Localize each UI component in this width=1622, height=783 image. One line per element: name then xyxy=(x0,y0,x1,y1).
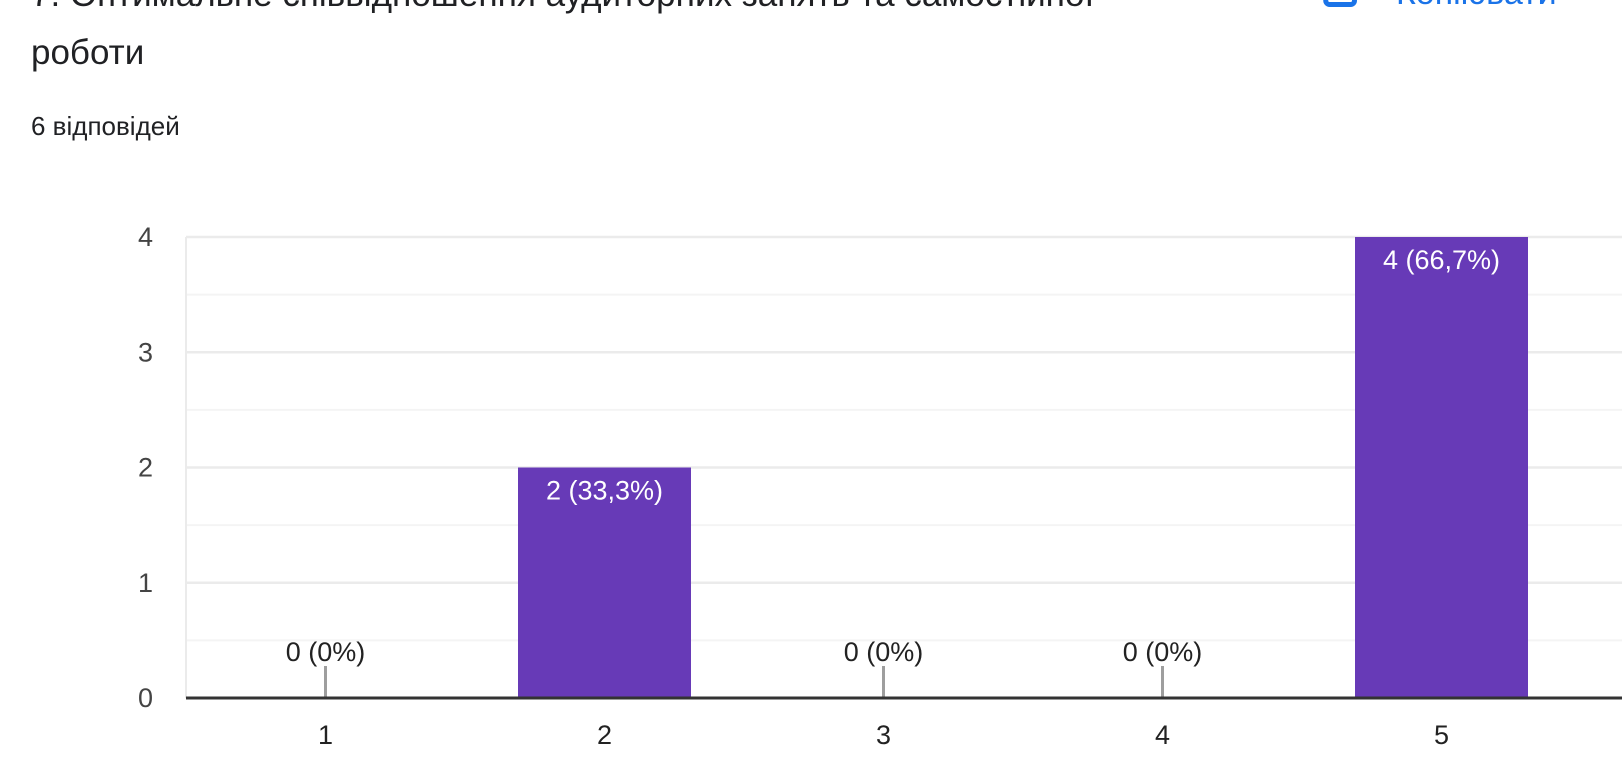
response-count: 6 відповідей xyxy=(31,111,180,141)
x-tick-label: 4 xyxy=(1155,720,1170,750)
question-title: 7. Оптимальне співвідношення аудиторних … xyxy=(31,0,1094,72)
data-label: 0 (0%) xyxy=(1123,637,1203,667)
data-label: 0 (0%) xyxy=(286,637,366,667)
copy-icon xyxy=(1323,0,1357,7)
x-tick-label: 3 xyxy=(876,720,891,750)
y-tick-label: 0 xyxy=(138,683,153,713)
x-tick-label: 1 xyxy=(318,720,333,750)
data-label: 2 (33,3%) xyxy=(546,476,663,506)
y-tick-label: 2 xyxy=(138,453,153,483)
y-tick-label: 1 xyxy=(138,568,153,598)
bar xyxy=(518,467,691,698)
y-tick-label: 4 xyxy=(138,222,153,252)
x-tick-label: 2 xyxy=(597,720,612,750)
data-label: 0 (0%) xyxy=(844,637,924,667)
x-tick-label: 5 xyxy=(1434,720,1449,750)
data-label: 4 (66,7%) xyxy=(1383,245,1500,275)
y-tick-label: 3 xyxy=(138,337,153,367)
copy-button[interactable]: Копіювати xyxy=(1320,0,1557,16)
copy-button-label: Копіювати xyxy=(1396,0,1557,13)
bar xyxy=(1355,237,1528,698)
